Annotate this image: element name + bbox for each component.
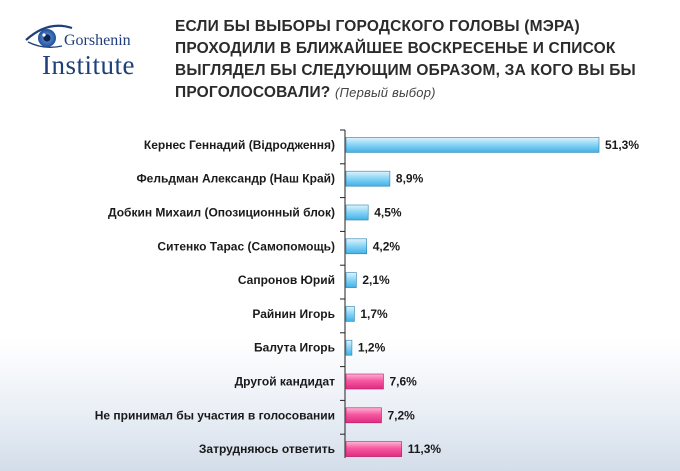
data-label: 7,2% bbox=[388, 408, 416, 422]
chart-title: ЕСЛИ БЫ ВЫБОРЫ ГОРОДСКОГО ГОЛОВЫ (МЭРА) … bbox=[175, 16, 655, 104]
data-label: 2,1% bbox=[362, 273, 390, 287]
bar bbox=[345, 373, 384, 390]
data-label: 51,3% bbox=[605, 138, 639, 152]
data-label: 1,2% bbox=[358, 341, 386, 355]
data-label: 7,6% bbox=[389, 375, 417, 389]
category-label: Балута Игорь bbox=[254, 341, 335, 355]
bar bbox=[345, 306, 355, 322]
title-main: ЕСЛИ БЫ ВЫБОРЫ ГОРОДСКОГО ГОЛОВЫ (МЭРА) … bbox=[175, 18, 636, 101]
category-label: Райнин Игорь bbox=[252, 307, 335, 321]
category-label: Другой кандидат bbox=[235, 375, 335, 389]
bar bbox=[345, 170, 391, 187]
logo: Gorshenin Institute bbox=[22, 18, 162, 88]
data-label: 1,7% bbox=[360, 307, 388, 321]
bar bbox=[345, 238, 368, 255]
bar bbox=[345, 272, 357, 288]
bar bbox=[345, 339, 353, 356]
logo-institute: Institute bbox=[42, 50, 135, 80]
data-label: 4,2% bbox=[373, 239, 401, 253]
category-label: Фельдман Александр (Наш Край) bbox=[136, 172, 335, 186]
bar bbox=[345, 441, 403, 457]
title-note: (Первый выбор) bbox=[335, 85, 436, 100]
data-label: 11,3% bbox=[408, 442, 442, 456]
data-label: 4,5% bbox=[374, 206, 402, 220]
category-label: Не принимал бы участия в голосовании bbox=[95, 408, 335, 422]
category-label: Ситенко Тарас (Самопомощь) bbox=[157, 239, 335, 253]
category-label: Кернес Геннадий (Відродження) bbox=[144, 138, 335, 152]
data-label: 8,9% bbox=[396, 172, 424, 186]
category-label: Добкин Михаил (Опозиционный блок) bbox=[108, 206, 335, 220]
bar bbox=[345, 137, 600, 153]
logo-name: Gorshenin bbox=[64, 32, 131, 49]
eye-logo-icon bbox=[25, 24, 73, 49]
category-label: Сапронов Юрий bbox=[238, 273, 335, 287]
bar bbox=[345, 204, 369, 221]
bar bbox=[345, 407, 382, 424]
category-label: Затрудняюсь ответить bbox=[199, 442, 335, 456]
